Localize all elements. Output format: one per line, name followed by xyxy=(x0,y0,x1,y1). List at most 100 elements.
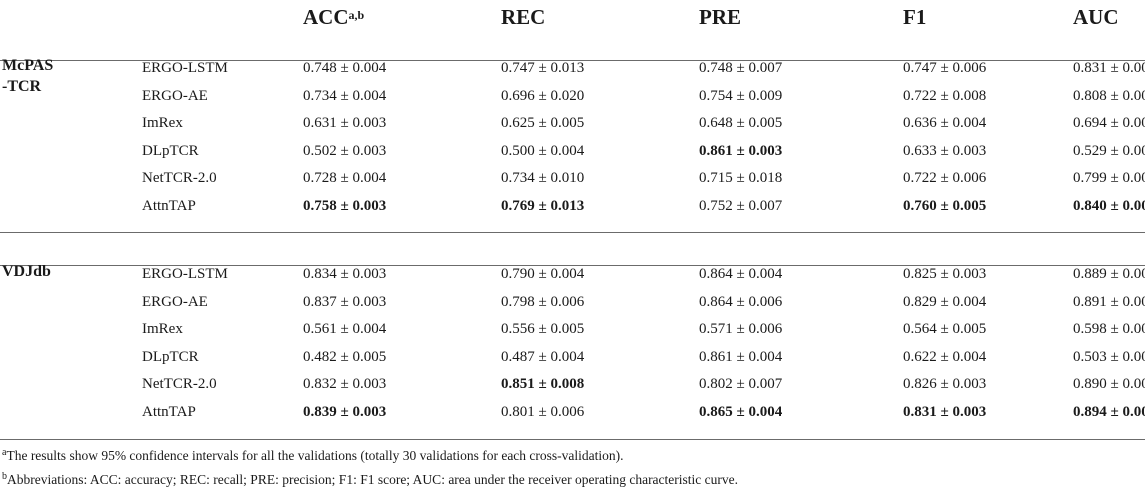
table-row: ERGO-AE 0.837 ± 0.003 0.798 ± 0.006 0.864 ±… xyxy=(0,288,1145,316)
metric-value-f1: 0.747 ± 0.006 xyxy=(903,60,987,76)
table-row: AttnTAP 0.839 ± 0.003 0.801 ± 0.006 0.865 ±… xyxy=(0,398,1145,426)
header-row: ACCa,b REC PRE F1 AUC xyxy=(0,4,1145,34)
table-row: DLpTCR 0.502 ± 0.003 0.500 ± 0.004 0.861 ± … xyxy=(0,137,1145,165)
column-header-label: F1 xyxy=(903,5,927,29)
metric-value-f1: 0.722 ± 0.008 xyxy=(903,87,987,104)
metric-value-pre: 0.864 ± 0.004 xyxy=(699,266,783,282)
metric-value-rec: 0.500 ± 0.004 xyxy=(501,142,585,159)
metric-value-rec: 0.801 ± 0.006 xyxy=(501,404,585,420)
metric-value-acc: 0.502 ± 0.003 xyxy=(303,142,387,159)
metric-value-f1: 0.829 ± 0.004 xyxy=(903,293,987,310)
metric-value-pre: 0.648 ± 0.005 xyxy=(699,115,783,132)
metric-value-auc: 0.840 ± 0.003 xyxy=(1073,198,1145,214)
model-name: ERGO-LSTM xyxy=(142,266,228,282)
column-header-label: ACC xyxy=(303,5,349,29)
column-header-footnote-mark: a,b xyxy=(348,8,365,22)
metric-value-auc: 0.799 ± 0.004 xyxy=(1073,170,1145,187)
metric-value-acc: 0.758 ± 0.003 xyxy=(303,198,387,214)
metric-value-auc: 0.891 ± 0.003 xyxy=(1073,293,1145,310)
metric-value-auc: 0.503 ± 0.005 xyxy=(1073,348,1145,365)
model-name: ERGO-AE xyxy=(142,293,208,310)
model-name: ImRex xyxy=(142,115,183,132)
footnote: aThe results show 95% confidence interva… xyxy=(2,447,624,465)
footnote-mark: b xyxy=(2,471,7,482)
metric-value-pre: 0.715 ± 0.018 xyxy=(699,170,783,187)
metric-value-rec: 0.851 ± 0.008 xyxy=(501,376,585,393)
metric-value-auc: 0.694 ± 0.003 xyxy=(1073,115,1145,132)
metric-value-acc: 0.832 ± 0.003 xyxy=(303,376,387,393)
table-row: ERGO-AE 0.734 ± 0.004 0.696 ± 0.020 0.754 ±… xyxy=(0,82,1145,110)
metric-value-auc: 0.598 ± 0.004 xyxy=(1073,321,1145,338)
metric-value-rec: 0.734 ± 0.010 xyxy=(501,170,585,187)
metric-value-rec: 0.798 ± 0.006 xyxy=(501,293,585,310)
metric-value-acc: 0.839 ± 0.003 xyxy=(303,404,387,420)
model-name: NetTCR-2.0 xyxy=(142,170,217,187)
metric-value-acc: 0.834 ± 0.003 xyxy=(303,266,387,282)
metric-value-auc: 0.529 ± 0.004 xyxy=(1073,142,1145,159)
metric-value-pre: 0.802 ± 0.007 xyxy=(699,376,783,393)
table-rule xyxy=(0,232,1145,233)
metric-value-f1: 0.636 ± 0.004 xyxy=(903,115,987,132)
table-row: ImRex 0.631 ± 0.003 0.625 ± 0.005 0.648 ± 0… xyxy=(0,109,1145,137)
model-name: ERGO-AE xyxy=(142,87,208,104)
column-header-acc: ACCa,b xyxy=(303,4,364,30)
metric-value-rec: 0.625 ± 0.005 xyxy=(501,115,585,132)
metric-value-auc: 0.889 ± 0.003 xyxy=(1073,266,1145,282)
metric-value-pre: 0.865 ± 0.004 xyxy=(699,404,783,420)
metric-value-pre: 0.748 ± 0.007 xyxy=(699,60,783,76)
metric-value-f1: 0.633 ± 0.003 xyxy=(903,142,987,159)
column-header-auc: AUC xyxy=(1073,4,1119,30)
group-label: VDJdb xyxy=(2,263,51,280)
table-rule xyxy=(0,265,1145,266)
metric-value-pre: 0.861 ± 0.004 xyxy=(699,348,783,365)
metric-value-rec: 0.487 ± 0.004 xyxy=(501,348,585,365)
metric-value-f1: 0.826 ± 0.003 xyxy=(903,376,987,393)
metric-value-rec: 0.747 ± 0.013 xyxy=(501,60,585,76)
model-name: AttnTAP xyxy=(142,404,196,420)
metric-value-pre: 0.864 ± 0.006 xyxy=(699,293,783,310)
metric-value-auc: 0.808 ± 0.004 xyxy=(1073,87,1145,104)
column-header-rec: REC xyxy=(501,4,545,30)
model-name: ImRex xyxy=(142,321,183,338)
table-row: ERGO-LSTM 0.748 ± 0.004 0.747 ± 0.013 0.748… xyxy=(0,54,1145,82)
metric-value-f1: 0.825 ± 0.003 xyxy=(903,266,987,282)
metric-value-f1: 0.760 ± 0.005 xyxy=(903,198,987,214)
table-rule xyxy=(0,439,1145,440)
column-header-f1: F1 xyxy=(903,4,926,30)
model-name: DLpTCR xyxy=(142,348,199,365)
metric-value-auc: 0.890 ± 0.002 xyxy=(1073,376,1145,393)
metric-value-f1: 0.722 ± 0.006 xyxy=(903,170,987,187)
footnote-text: The results show 95% confidence interval… xyxy=(6,448,624,463)
table-row: AttnTAP 0.758 ± 0.003 0.769 ± 0.013 0.752 ±… xyxy=(0,192,1145,220)
metric-value-rec: 0.790 ± 0.004 xyxy=(501,266,585,282)
footnote-mark: a xyxy=(2,447,7,458)
metric-value-f1: 0.564 ± 0.005 xyxy=(903,321,987,338)
metric-value-acc: 0.631 ± 0.003 xyxy=(303,115,387,132)
metric-value-acc: 0.482 ± 0.005 xyxy=(303,348,387,365)
footnote-text: Abbreviations: ACC: accuracy; REC: recal… xyxy=(7,472,739,487)
metric-value-pre: 0.754 ± 0.009 xyxy=(699,87,783,104)
metric-value-rec: 0.696 ± 0.020 xyxy=(501,87,585,104)
column-header-label: REC xyxy=(501,5,546,29)
metric-value-f1: 0.622 ± 0.004 xyxy=(903,348,987,365)
metric-value-acc: 0.561 ± 0.004 xyxy=(303,321,387,338)
metric-value-rec: 0.769 ± 0.013 xyxy=(501,198,585,214)
table-row: ImRex 0.561 ± 0.004 0.556 ± 0.005 0.571 ± 0… xyxy=(0,315,1145,343)
model-name: AttnTAP xyxy=(142,198,196,214)
metric-value-pre: 0.571 ± 0.006 xyxy=(699,321,783,338)
table-row: ERGO-LSTM 0.834 ± 0.003 0.790 ± 0.004 0.864… xyxy=(0,260,1145,288)
model-name: NetTCR-2.0 xyxy=(142,376,217,393)
column-header-label: AUC xyxy=(1073,5,1119,29)
metric-value-acc: 0.837 ± 0.003 xyxy=(303,293,387,310)
metric-value-acc: 0.734 ± 0.004 xyxy=(303,87,387,104)
metric-value-rec: 0.556 ± 0.005 xyxy=(501,321,585,338)
model-name: ERGO-LSTM xyxy=(142,60,228,76)
metric-value-acc: 0.748 ± 0.004 xyxy=(303,60,387,76)
table-row: NetTCR-2.0 0.728 ± 0.004 0.734 ± 0.010 0.71… xyxy=(0,164,1145,192)
table-row: NetTCR-2.0 0.832 ± 0.003 0.851 ± 0.008 0.80… xyxy=(0,370,1145,398)
metric-value-f1: 0.831 ± 0.003 xyxy=(903,404,987,420)
metric-value-pre: 0.752 ± 0.007 xyxy=(699,198,783,214)
table-row: DLpTCR 0.482 ± 0.005 0.487 ± 0.004 0.861 ± … xyxy=(0,343,1145,371)
footnote: bAbbreviations: ACC: accuracy; REC: reca… xyxy=(2,471,738,489)
metric-value-acc: 0.728 ± 0.004 xyxy=(303,170,387,187)
